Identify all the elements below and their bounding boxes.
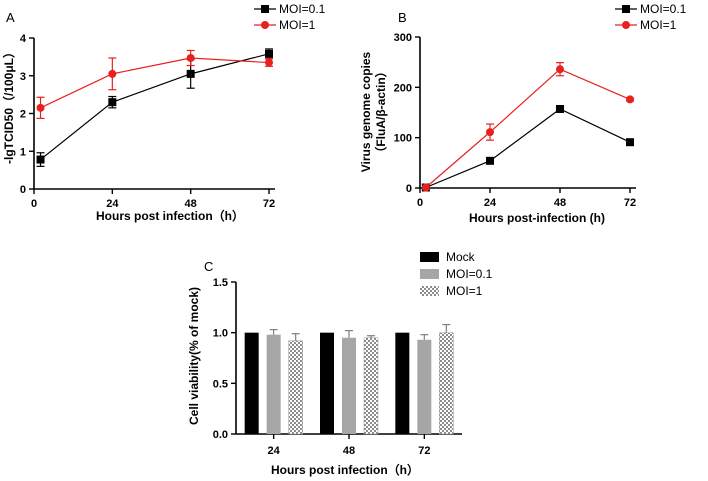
panel-c-bar-moi-1 — [439, 332, 454, 435]
panel-c-bar-moi-1 — [288, 340, 303, 435]
panel-a-x-tick-label: 0 — [31, 198, 37, 210]
panel-c-bar-moi-0-1 — [342, 337, 356, 434]
panel-b-series-moi-1-point — [556, 65, 564, 74]
legend-c-swatch-moi-1 — [420, 286, 439, 296]
panel-a-series-moi-0-1-point — [108, 98, 117, 107]
legend-c-swatch-moi-0-1 — [420, 269, 439, 279]
panel-a-y-tick-label: 3 — [20, 71, 26, 83]
panel-b-series-moi-0-1-point — [556, 104, 564, 113]
panel-a-legend: MOI=0.1 MOI=1 — [254, 2, 326, 32]
panel-b-y-tick-label: 0 — [406, 183, 412, 195]
panel-a-series-moi-1-point — [265, 58, 273, 67]
panel-c-bar-moi-1 — [363, 337, 379, 435]
panel-b-series-moi-1-line — [425, 68, 631, 188]
panel-b-x-axis-title: Hours post-infection (h) — [469, 211, 605, 225]
legend-c-label-mock: Mock — [446, 250, 476, 264]
panel-a-y-tick-label: 4 — [20, 33, 27, 45]
panel-b-series-moi-0-1-line — [425, 108, 631, 189]
panel-c-x-tick-label: 48 — [343, 445, 355, 457]
panel-b-x-tick-label: 24 — [484, 197, 497, 209]
legend-a-marker-moi-1 — [261, 21, 269, 29]
legend-b-label-moi-1: MOI=1 — [640, 18, 677, 32]
panel-c-letter: C — [204, 259, 213, 274]
panel-a-letter: A — [6, 10, 15, 25]
legend-a-label-moi-0-1: MOI=0.1 — [279, 2, 326, 16]
legend-b-marker-moi-1 — [622, 21, 630, 29]
panel-c-x-axis-title: Hours post infection（h） — [271, 462, 419, 477]
legend-c-label-moi-1: MOI=1 — [446, 284, 483, 298]
panel-b-x-tick-label: 72 — [624, 197, 636, 209]
panel-c: C 0.0 0.5 1.0 1.5 24 48 72 Hours post infectio… — [187, 250, 493, 477]
panel-c-y-tick-label: 1.0 — [213, 328, 228, 340]
panel-a-x-tick-label: 72 — [263, 198, 275, 210]
panel-a-plot: 0 24 48 72 0 1 2 3 4 — [20, 33, 275, 210]
panel-c-bar-mock — [244, 332, 259, 434]
panel-b-y-axis-title: Virus genome copies — [359, 51, 373, 172]
legend-b-marker-moi-0-1 — [622, 5, 630, 13]
panel-c-y-axis-title: Cell viability(% of mock) — [187, 287, 201, 425]
panel-a-series-moi-0-1-point — [265, 49, 273, 58]
legend-b-label-moi-0-1: MOI=0.1 — [640, 2, 687, 16]
panel-b-x-tick-label: 48 — [554, 197, 566, 209]
panel-a-series-moi-0-1-point — [186, 69, 195, 78]
panel-b-y-tick-label: 200 — [394, 82, 412, 94]
panel-c-y-tick-label: 0.0 — [213, 429, 228, 441]
panel-c-bar-moi-0-1 — [417, 339, 432, 434]
panel-a-series-moi-1-point — [186, 54, 195, 63]
panel-b-x-tick-label: 0 — [417, 197, 423, 209]
panel-a-x-tick-label: 24 — [106, 198, 119, 210]
panel-a-y-tick-label: 2 — [20, 109, 26, 121]
panel-a-series-moi-1-point — [108, 69, 117, 78]
panel-c-bar-mock — [320, 332, 334, 434]
panel-b-y-axis-subtitle: （FluA/β-actin） — [373, 65, 388, 158]
legend-a-marker-moi-0-1 — [261, 5, 269, 13]
panel-b-series-moi-1-point — [626, 95, 634, 104]
panel-b-series-moi-1-point — [486, 128, 494, 137]
panel-a-series-moi-1-line — [40, 57, 270, 109]
legend-a-label-moi-1: MOI=1 — [279, 18, 316, 32]
panel-c-x-tick-label: 24 — [268, 445, 281, 457]
legend-c-label-moi-0-1: MOI=0.1 — [446, 267, 493, 281]
panel-b-letter: B — [398, 10, 407, 25]
panel-b: B 0 24 48 72 0 100 200 300 Hours post-infection… — [359, 2, 687, 225]
panel-a-x-tick-label: 48 — [185, 198, 197, 210]
panel-a-series-moi-0-1-line — [40, 53, 270, 161]
panel-a-series-moi-1-point — [36, 103, 45, 112]
panel-a-y-tick-label: 1 — [20, 146, 26, 158]
panel-a: A 0 24 48 72 0 1 2 3 4 Hours post infection（h） -… — [1, 2, 326, 223]
panel-b-series-moi-0-1-point — [626, 138, 634, 147]
legend-c-swatch-mock — [420, 252, 439, 262]
panel-b-legend: MOI=0.1 MOI=1 — [615, 2, 687, 32]
panel-c-y-tick-label: 1.5 — [213, 277, 228, 289]
panel-c-legend: Mock MOI=0.1 MOI=1 — [420, 250, 493, 298]
panel-a-x-axis-title: Hours post infection（h） — [96, 208, 244, 223]
panel-a-series-moi-0-1-point — [36, 155, 45, 164]
panel-b-series-moi-1-point — [421, 183, 430, 192]
panel-a-y-tick-label: 0 — [20, 184, 26, 196]
panel-c-bar-mock — [395, 332, 410, 434]
panel-b-series-moi-0-1-point — [486, 156, 494, 165]
panel-a-y-axis-title: -lgTCID50（/100μL） — [1, 46, 16, 164]
panel-c-x-tick-label: 72 — [418, 445, 430, 457]
panel-c-y-tick-label: 0.5 — [213, 378, 228, 390]
panel-b-y-tick-label: 100 — [394, 133, 412, 145]
panel-c-plot: 0.0 0.5 1.0 1.5 24 48 72 — [213, 277, 462, 457]
panel-b-plot: 0 24 48 72 0 100 200 300 — [394, 32, 636, 209]
panel-b-y-tick-label: 300 — [394, 32, 412, 44]
panel-c-bar-moi-0-1 — [266, 334, 281, 434]
